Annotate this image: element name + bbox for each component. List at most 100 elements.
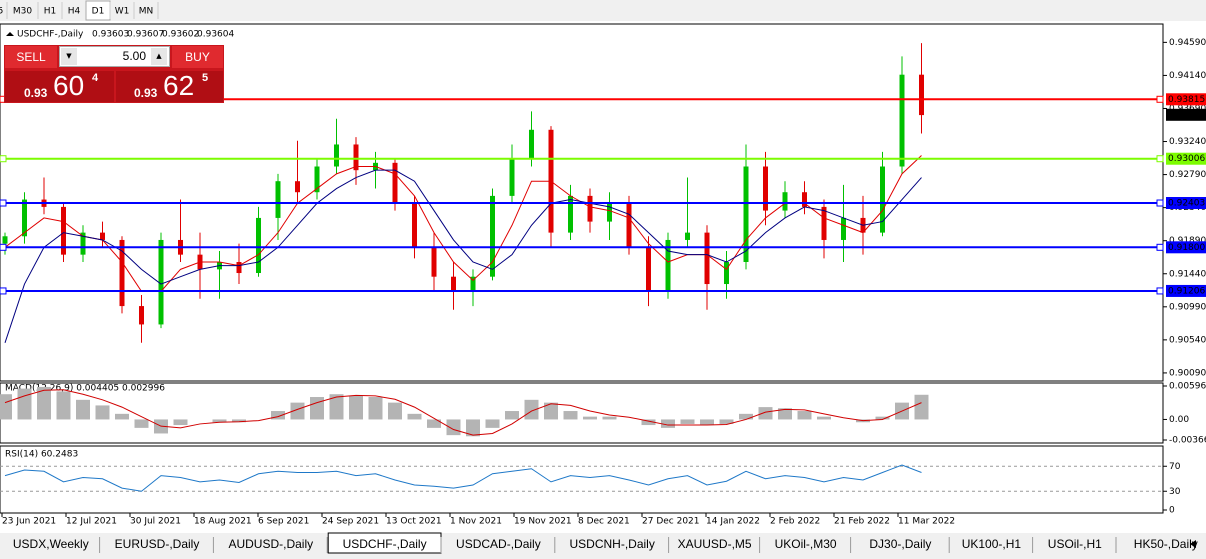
level-marker (1156, 287, 1164, 295)
candle-body (646, 247, 651, 292)
candle-body (529, 129, 534, 160)
quote-value: 0.93603 (92, 30, 129, 40)
level-marker (0, 155, 7, 163)
tab[interactable]: UKOil-,M30 (775, 537, 837, 551)
timeframe-button[interactable]: D1 (92, 7, 105, 17)
ask-big: 62 (163, 70, 195, 101)
macd-bar (505, 411, 519, 420)
tab[interactable]: EURUSD-,Daily (115, 537, 200, 551)
tab[interactable]: USDCNH-,Daily (570, 537, 655, 551)
timeframe-button[interactable]: MN (139, 7, 154, 17)
x-tick-label: 27 Dec 2021 (642, 517, 700, 527)
macd-bar (173, 419, 188, 426)
candle-body (100, 232, 105, 240)
level-label-bg (1166, 152, 1206, 165)
bid-box[interactable] (5, 71, 114, 102)
macd-bar (817, 416, 831, 420)
timeframe-button[interactable]: 5 (0, 7, 3, 17)
macd-bar (485, 419, 500, 428)
tab[interactable]: AUDUSD-,Daily (228, 537, 313, 551)
level-label: 0.92403 (1168, 199, 1205, 209)
timeframe-button[interactable]: H4 (68, 7, 81, 17)
candle-body (470, 276, 476, 292)
sell-button[interactable]: SELL (5, 46, 57, 68)
candle-body (802, 192, 807, 207)
candle-body (763, 166, 768, 211)
level-label-bg (1166, 241, 1206, 254)
candle-body (392, 162, 398, 204)
macd-bar (875, 416, 890, 420)
candle-body (412, 203, 417, 248)
candle-body (314, 166, 320, 193)
candle-body (568, 195, 573, 233)
candle-body (158, 239, 164, 325)
tab[interactable]: UK100-,H1 (962, 537, 1022, 551)
lots-value: 5.00 (122, 49, 146, 63)
bid-prefix: 0.93 (24, 86, 48, 100)
tab[interactable]: USOil-,H1 (1048, 537, 1102, 551)
quote-value: 0.93607 (127, 30, 164, 40)
candle-body (80, 232, 86, 255)
level-label: 0.91800 (1168, 243, 1205, 253)
y-tick-label: 70 (1169, 462, 1181, 472)
y-tick-label: 0.91890 (1169, 236, 1206, 246)
ask-box[interactable] (116, 71, 223, 102)
x-tick-label: 19 Nov 2021 (514, 517, 572, 527)
y-tick-label: 30 (1169, 487, 1181, 497)
x-tick-label: 2 Feb 2022 (770, 517, 820, 527)
x-tick-label: 24 Sep 2021 (322, 517, 379, 527)
macd-bar (115, 413, 129, 420)
tab[interactable]: DJ30-,Daily (869, 537, 931, 551)
timeframe-button[interactable]: H1 (44, 7, 57, 17)
bid-small: 4 (92, 72, 99, 84)
y-tick-label: -0.003664 (1169, 435, 1206, 445)
y-tick-label: 0.92790 (1169, 170, 1206, 180)
current-price-bg (1166, 108, 1206, 121)
timeframe-button[interactable]: W1 (115, 7, 130, 17)
candle-body (919, 74, 924, 116)
candle-body (353, 144, 359, 171)
macd-bar (797, 411, 812, 420)
tab[interactable]: USDX,Weekly (13, 537, 89, 551)
macd-bar (524, 399, 539, 420)
macd-bar (290, 402, 305, 420)
moving-average (4, 169, 922, 343)
lots-up[interactable]: ▲ (151, 48, 167, 65)
buy-button[interactable]: BUY (172, 46, 223, 68)
macd-bar (212, 419, 227, 423)
lots-down[interactable]: ▼ (61, 48, 77, 65)
tab-bar (0, 533, 1206, 559)
y-tick-label: 0.90090 (1169, 368, 1206, 378)
y-tick-label: 0.94140 (1169, 71, 1206, 81)
chart-title: USDCHF-,Daily (17, 30, 84, 40)
level-label-bg (1166, 93, 1206, 106)
macd-bar (446, 419, 461, 436)
y-tick-label: 0.91440 (1169, 269, 1206, 279)
candle-body (685, 232, 690, 240)
candle-body (61, 206, 66, 255)
tab[interactable]: USDCAD-,Daily (456, 537, 541, 551)
candle-body (275, 181, 281, 218)
macd-title: MACD(12,26,9) 0.004405 0.002996 (5, 384, 165, 394)
candle-body (841, 217, 846, 240)
tab[interactable]: USDCHF-,Daily (343, 537, 427, 551)
macd-bar (310, 397, 324, 420)
macd-bar (95, 405, 110, 420)
tab[interactable]: HK50-,Daily (1134, 537, 1198, 551)
level-marker (0, 287, 7, 295)
candle-body (587, 195, 593, 222)
x-tick-label: 12 Jul 2021 (66, 517, 117, 527)
tab[interactable]: XAUUSD-,M5 (678, 537, 752, 551)
x-tick-label: 21 Feb 2022 (834, 517, 890, 527)
level-marker (1156, 95, 1164, 103)
candle-body (334, 144, 339, 167)
y-tick-label: 0.90990 (1169, 302, 1206, 312)
macd-bar (232, 419, 246, 423)
candle-body (139, 306, 144, 325)
x-tick-label: 1 Nov 2021 (450, 517, 502, 527)
level-label: 0.93006 (1168, 154, 1205, 164)
lots-input[interactable] (59, 46, 170, 67)
timeframe-button[interactable]: M30 (13, 7, 32, 17)
macd-bar (602, 416, 617, 420)
